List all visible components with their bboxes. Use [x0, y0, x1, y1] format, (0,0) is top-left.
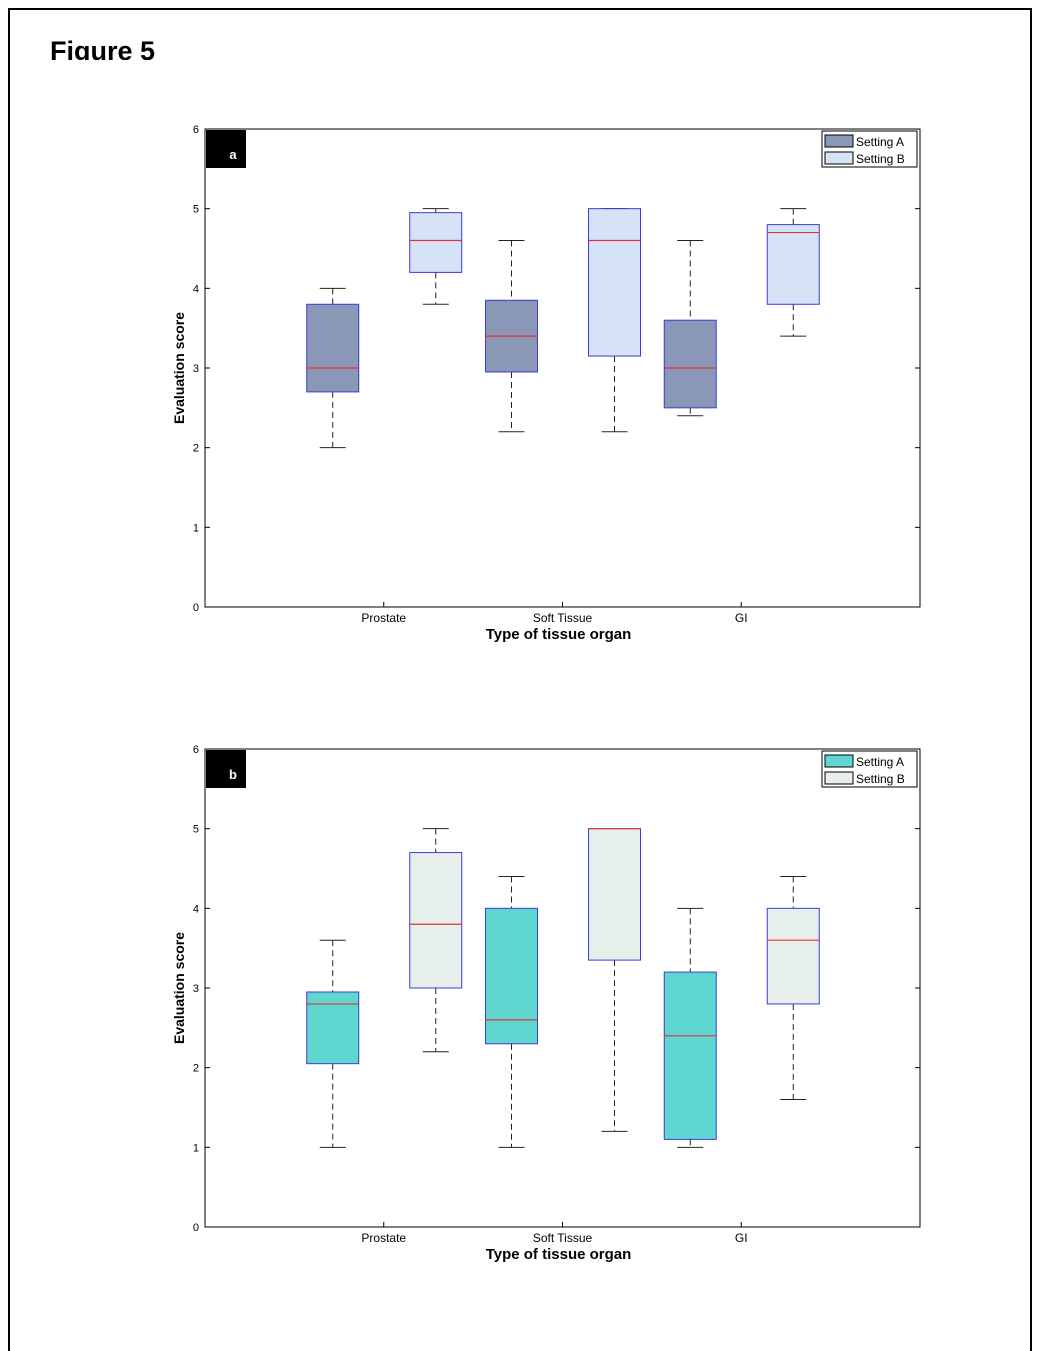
box [588, 828, 641, 961]
y-axis-label: Evaluation score [171, 932, 187, 1044]
box [306, 303, 360, 393]
x-tick-label: Prostate [361, 611, 406, 625]
box [409, 852, 463, 989]
x-tick-label: Soft Tissue [533, 1231, 593, 1245]
legend-label: Setting B [856, 772, 905, 786]
x-tick-label: Prostate [361, 1231, 406, 1245]
x-tick-label: GI [735, 1231, 748, 1245]
box [588, 208, 641, 357]
y-tick-label: 6 [193, 124, 199, 136]
panel-label: b [229, 767, 237, 782]
y-tick-label: 6 [193, 744, 199, 756]
legend-swatch [824, 754, 854, 768]
y-tick-label: 2 [193, 1063, 199, 1075]
y-tick-label: 4 [193, 283, 199, 295]
y-tick-label: 5 [193, 824, 199, 836]
legend-label: Setting A [856, 135, 904, 149]
y-tick-label: 1 [193, 522, 199, 534]
box [409, 212, 463, 273]
box [663, 971, 717, 1140]
panel-label-badge [206, 130, 246, 168]
y-tick-label: 0 [193, 602, 199, 614]
y-tick-label: 3 [193, 363, 199, 375]
figure-frame [8, 8, 1032, 1351]
y-tick-label: 1 [193, 1142, 199, 1154]
y-tick-label: 0 [193, 1222, 199, 1234]
legend-label: Setting A [856, 755, 904, 769]
x-tick-label: GI [735, 611, 748, 625]
y-tick-label: 5 [193, 204, 199, 216]
figure-title: Figure 5 [50, 36, 156, 60]
box [766, 224, 820, 305]
x-axis-label: Type of tissue organ [486, 1246, 632, 1263]
y-tick-label: 4 [193, 903, 199, 915]
legend-swatch [824, 151, 854, 165]
panel-label-badge [206, 750, 246, 788]
y-axis-label: Evaluation score [171, 312, 187, 424]
y-tick-label: 3 [193, 983, 199, 995]
y-tick-label: 2 [193, 443, 199, 455]
legend-swatch [824, 771, 854, 785]
box [306, 991, 360, 1065]
box [766, 907, 820, 1005]
box [663, 319, 717, 409]
x-tick-label: Soft Tissue [533, 611, 593, 625]
panel-label: a [229, 147, 237, 162]
boxplot-chart-a: 0 1 2 3 4 5 6 Prostate Soft Tissue GI Type of tiss… [171, 124, 921, 643]
box [485, 907, 538, 1045]
legend-label: Setting B [856, 152, 905, 166]
boxplot-chart-b: 0 1 2 3 4 5 6 Prostate Soft Tissue GI Type of tiss… [171, 744, 921, 1263]
legend-swatch [824, 134, 854, 148]
x-axis-label: Type of tissue organ [486, 626, 632, 643]
